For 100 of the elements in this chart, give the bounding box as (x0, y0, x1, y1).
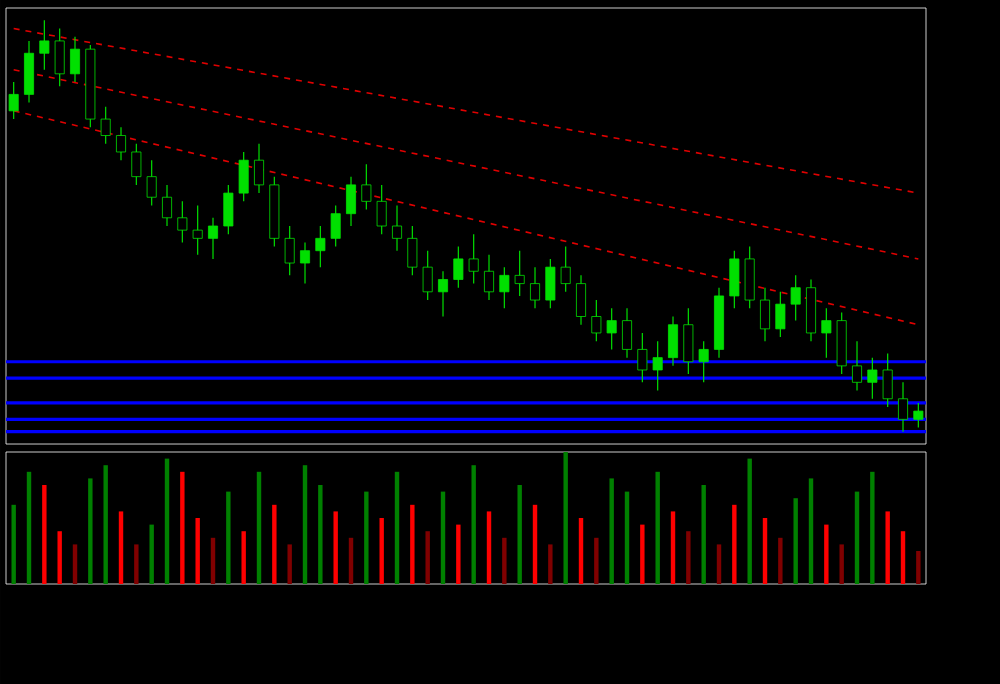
candlestick (238, 151, 249, 202)
candlestick (637, 332, 648, 383)
candlestick (284, 225, 295, 276)
candlestick (530, 266, 541, 309)
candlestick (499, 266, 510, 309)
candlestick (346, 176, 357, 227)
candlestick (376, 184, 387, 235)
bar (778, 537, 783, 585)
candlestick (453, 245, 464, 289)
bar (916, 551, 921, 585)
candlestick (422, 250, 433, 301)
candlestick (300, 241, 311, 285)
candlestick (683, 307, 694, 375)
bar (348, 537, 354, 585)
bar (226, 491, 231, 585)
candlestick (116, 126, 127, 161)
candlestick (698, 340, 709, 383)
bar (563, 452, 568, 585)
bar (210, 537, 216, 585)
candlestick (131, 143, 142, 186)
bar (318, 485, 323, 585)
candlestick (652, 340, 663, 392)
bar (118, 511, 124, 585)
bar (824, 524, 829, 585)
bar (701, 485, 706, 585)
bar (716, 544, 722, 585)
candlestick (576, 274, 587, 326)
bar (72, 544, 78, 585)
candlestick (162, 184, 173, 227)
bar (195, 518, 200, 585)
bar (364, 491, 369, 585)
candlestick (223, 184, 234, 235)
candlestick (622, 307, 633, 359)
bar (456, 524, 461, 585)
bar (149, 524, 154, 585)
candlestick (760, 287, 771, 342)
bar (854, 491, 860, 585)
bar (670, 511, 676, 585)
bar (655, 471, 660, 585)
candlestick (407, 225, 418, 276)
bar (256, 471, 262, 585)
bar (394, 471, 400, 585)
bar (609, 478, 614, 585)
candlestick (775, 291, 786, 338)
candlestick (192, 204, 203, 256)
candlestick (852, 340, 863, 392)
candlestick (392, 204, 403, 252)
candlestick (898, 381, 909, 433)
candlestick (882, 352, 893, 408)
bar (379, 518, 384, 585)
candlestick (54, 27, 65, 87)
candlestick (330, 204, 341, 248)
candlestick (8, 81, 19, 120)
candlestick (560, 245, 571, 293)
bar (900, 531, 906, 585)
candlestick (468, 233, 479, 285)
bar (762, 518, 768, 585)
bar (272, 504, 277, 585)
bar (517, 485, 522, 585)
bar (624, 491, 630, 585)
candlestick (821, 307, 832, 359)
bar (578, 518, 584, 585)
bar (287, 544, 292, 585)
candlestick (484, 254, 495, 301)
bar (180, 471, 185, 585)
candlestick (177, 200, 188, 244)
bar (502, 537, 507, 585)
candlestick (100, 106, 111, 145)
bar (686, 531, 691, 585)
candlestick (24, 40, 35, 104)
candlestick (790, 274, 801, 322)
bar (88, 478, 93, 585)
bar (410, 504, 415, 585)
candlestick (438, 270, 449, 318)
bar (486, 511, 492, 585)
bar (11, 504, 16, 585)
candlestick (867, 357, 878, 400)
bar (134, 544, 139, 585)
candlestick (668, 315, 679, 367)
candlestick (591, 299, 602, 342)
bar (302, 465, 308, 585)
candlestick (70, 36, 81, 83)
bar (425, 531, 430, 585)
bar (333, 511, 338, 585)
bar (103, 465, 108, 585)
bar (870, 471, 875, 585)
candlestick (361, 163, 372, 211)
bar (747, 458, 752, 585)
bar (440, 491, 446, 585)
bar (839, 544, 844, 585)
candlestick (744, 245, 755, 309)
candlestick (315, 225, 326, 268)
candlestick (729, 250, 740, 309)
candlestick (836, 311, 847, 375)
candlestick (146, 159, 157, 207)
bar (164, 458, 170, 585)
bar (471, 465, 476, 585)
bar (885, 511, 890, 585)
bar (594, 537, 599, 585)
bar (808, 478, 814, 585)
